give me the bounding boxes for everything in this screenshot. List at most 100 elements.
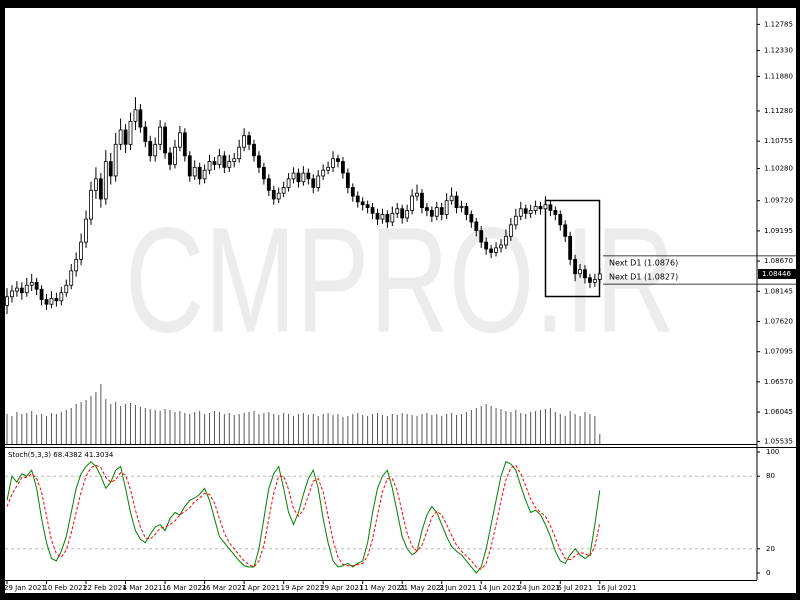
x-tick-label: 4 Mar 2021 [123,584,163,592]
x-tick-label: 22 Feb 2021 [83,584,127,592]
candle-body [207,161,212,171]
candle-body [469,214,474,223]
level-label: Next D1 (1.0876) [609,258,678,267]
candle-body [24,284,29,294]
x-tick-label: 7 Apr 2021 [241,584,280,592]
candle-body [261,166,266,180]
candle-body [301,172,306,183]
candle-body [138,109,143,128]
candle-body [410,195,414,211]
candle-body [548,204,553,211]
candle-body [217,155,222,165]
x-tick-label: 24 Jun 2021 [518,584,560,592]
candle-body [44,299,49,305]
candle-body [479,230,484,243]
candle-body [355,195,360,203]
candle-body [103,161,108,200]
candle-body [163,126,167,154]
y-tick-label: 1.11280 [764,107,793,115]
candle-body [212,161,217,165]
candle-body [533,206,538,211]
candle-body [14,287,19,292]
x-tick-label: 14 Jun 2021 [478,584,520,592]
candle-body [276,192,281,200]
y-tick-label: 1.12785 [764,20,793,28]
candle-body [182,132,187,157]
candle-body [518,208,523,217]
candle-body [583,269,587,279]
candle-body [232,158,237,162]
candle-body [499,244,503,249]
candle-body [98,178,103,200]
candle-body [321,169,326,177]
candle-body [123,129,128,145]
y-tick-label: 1.12330 [764,47,793,55]
candle-body [227,161,232,168]
candle-body [444,200,449,215]
candle-body [395,208,400,214]
candle-body [588,277,592,283]
candle-body [79,241,83,260]
candle-body [385,214,390,223]
stoch-tick-label: 100 [766,448,779,456]
stoch-signal-line [6,464,601,570]
candle-body [257,155,261,168]
candle-body [484,241,489,250]
y-tick-label: 1.06045 [764,408,793,416]
candle-body [237,146,242,160]
candle-body [271,189,276,200]
y-tick-label: 1.09720 [764,197,793,205]
candle-body [252,143,256,157]
candle-body [19,287,24,294]
x-tick-label: 10 Feb 2021 [44,584,88,592]
candle-body [133,109,138,122]
canvas [5,8,796,593]
y-tick-label: 1.07620 [764,317,793,325]
x-tick-label: 21 May 2021 [399,584,445,592]
candle-body [306,172,311,180]
candle-body [187,155,192,177]
x-tick-label: 29 Jan 2021 [4,584,46,592]
y-tick-label: 1.06570 [764,378,793,386]
candle-body [202,169,207,180]
current-price-label: 1.08446 [762,270,791,278]
candle-body [69,270,74,286]
candle-body [578,269,582,275]
candle-body [494,247,498,253]
y-tick-label: 1.10280 [764,164,793,172]
candle-body [459,206,464,208]
candle-body [153,143,158,157]
candle-body [370,207,375,214]
candle-body [29,281,34,286]
candle-body [34,281,39,290]
candle-body [59,292,64,302]
y-tick-label: 1.05535 [764,437,793,445]
candle-body [118,129,123,145]
candle-body [192,166,197,177]
candle-body [558,214,563,226]
candle-body [173,146,177,165]
candle-body [390,212,395,223]
candle-body [49,298,54,305]
candle-body [439,207,444,215]
y-tick-label: 1.08670 [764,257,793,265]
candle-body [89,189,93,220]
candle-body [242,135,247,148]
candle-body [331,158,335,168]
candle-body [158,126,163,145]
level-label: Next D1 (1.0827) [609,273,678,282]
candle-body [592,279,597,283]
x-tick-label: 19 Apr 2021 [281,584,324,592]
candle-body [449,195,454,202]
candle-body [74,258,79,272]
x-tick-label: 29 Apr 2021 [320,584,363,592]
candle-body [291,172,296,180]
candle-body [528,210,533,214]
candle-body [415,192,419,197]
candle-body [523,208,528,214]
candle-body [543,204,548,210]
candle-body [380,214,385,220]
candle-body [424,207,429,211]
